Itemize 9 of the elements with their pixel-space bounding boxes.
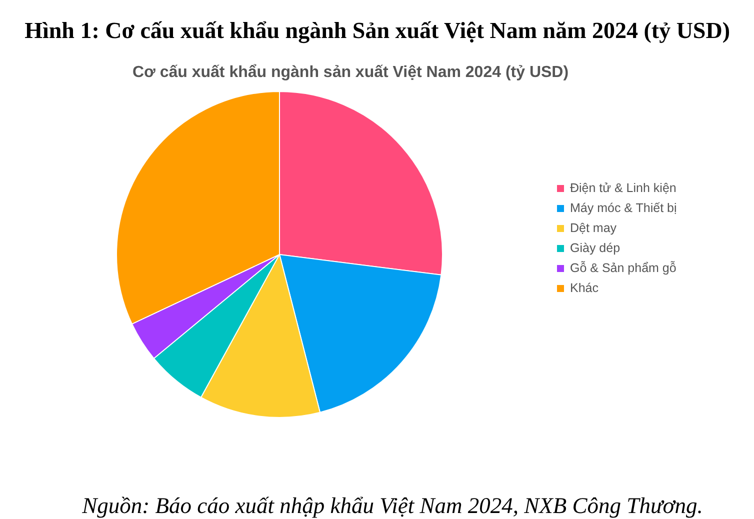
legend-label: Giày dép	[570, 241, 620, 255]
chart-subtitle: Cơ cấu xuất khẩu ngành sản xuất Việt Nam 2024 (tỷ USD)	[132, 64, 569, 81]
legend-label: Gỗ & Sản phẩm gỗ	[570, 261, 676, 275]
legend-label: Khác	[570, 281, 598, 295]
chart-title: Hình 1: Cơ cấu xuất khẩu ngành Sản xuất Việt Nam năm 2024 (tỷ USD)	[24, 18, 730, 44]
text: Nguồn: Báo cáo xuất nhập khẩu Việt Nam 2024, NXB Công Thương.	[81, 493, 703, 518]
legend-label: Điện tử & Linh kiện	[570, 181, 676, 195]
legend-label: Dệt may	[570, 221, 617, 235]
legend-label: Máy móc & Thiết bị	[570, 201, 677, 215]
